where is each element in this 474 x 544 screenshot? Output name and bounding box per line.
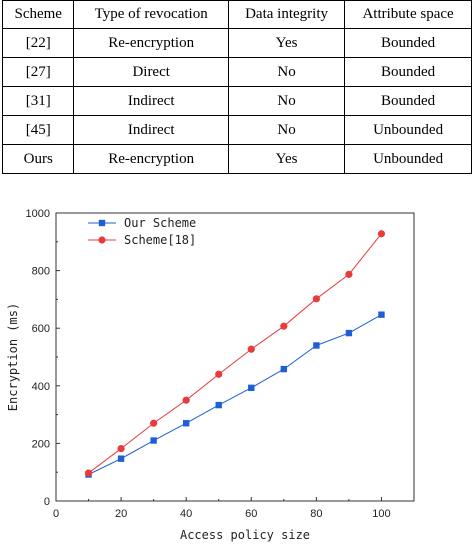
data-point xyxy=(247,345,255,353)
legend-marker xyxy=(98,219,106,227)
table-cell: No xyxy=(227,115,346,145)
data-point xyxy=(215,370,223,378)
legend-label: Scheme[18] xyxy=(124,233,196,247)
table-header-row: Scheme Type of revocation Data integrity… xyxy=(1,0,472,29)
series-line xyxy=(88,314,382,475)
y-tick-label: 0 xyxy=(44,496,50,508)
data-point xyxy=(84,469,93,477)
data-point xyxy=(377,230,386,238)
x-tick-label: 0 xyxy=(53,508,59,520)
data-point xyxy=(312,295,320,303)
table-cell: [27] xyxy=(1,57,75,87)
table-cell: Unbounded xyxy=(344,115,472,145)
legend-label: Our Scheme xyxy=(124,216,196,230)
data-point xyxy=(345,329,353,337)
table-row: [22] Re-encryption Yes Bounded xyxy=(1,28,472,58)
plot-frame xyxy=(55,212,415,502)
x-tick-label: 80 xyxy=(310,508,322,520)
data-point xyxy=(280,322,288,330)
series-line xyxy=(88,233,382,474)
table-cell: No xyxy=(227,86,346,116)
chart-series xyxy=(84,230,386,478)
table-cell: Yes xyxy=(227,144,346,174)
data-point xyxy=(345,270,353,278)
y-tick-label: 200 xyxy=(32,438,50,450)
column-header: Type of revocation xyxy=(73,0,229,29)
data-point xyxy=(117,444,125,453)
table-cell: Ours xyxy=(1,144,75,174)
chart-legend: Our Scheme Scheme[18] xyxy=(88,216,196,247)
column-header: Scheme xyxy=(1,0,75,29)
data-point xyxy=(378,311,385,318)
data-point xyxy=(248,384,255,392)
table-cell: [45] xyxy=(1,115,75,145)
data-point xyxy=(117,455,125,462)
y-tick-label: 400 xyxy=(32,381,50,393)
data-point xyxy=(215,401,222,409)
table-cell: Bounded xyxy=(344,28,472,58)
comparison-table: Scheme Type of revocation Data integrity… xyxy=(1,0,472,174)
data-point xyxy=(150,437,157,444)
legend-marker xyxy=(98,236,106,244)
y-tick-label: 600 xyxy=(32,323,50,335)
y-tick-label: 800 xyxy=(32,266,50,278)
data-point xyxy=(313,342,320,349)
table-cell: Re-encryption xyxy=(73,144,229,174)
table-cell: No xyxy=(227,57,346,87)
table-row: [31] Indirect No Bounded xyxy=(1,86,472,116)
data-point xyxy=(182,420,190,427)
table-cell: [22] xyxy=(1,28,75,58)
table-cell: Re-encryption xyxy=(73,28,229,58)
x-tick-label: 20 xyxy=(115,508,127,520)
x-tick-label: 100 xyxy=(372,508,390,520)
table-cell: Direct xyxy=(73,57,229,87)
y-axis-title: Encryption (ms) xyxy=(6,303,20,411)
table-row: Ours Re-encryption Yes Unbounded xyxy=(1,144,472,174)
data-point xyxy=(182,396,190,404)
data-point xyxy=(280,365,288,373)
column-header: Attribute space xyxy=(344,0,472,29)
y-tick-label: 1000 xyxy=(26,208,50,220)
data-point xyxy=(150,419,158,427)
table-cell: Bounded xyxy=(344,86,472,116)
x-tick-label: 40 xyxy=(180,508,192,520)
table-cell: [31] xyxy=(1,86,75,116)
table-cell: Bounded xyxy=(344,57,472,87)
x-axis-title: Access policy size xyxy=(180,528,310,542)
table-cell: Unbounded xyxy=(344,144,472,174)
table-cell: Indirect xyxy=(73,86,229,116)
table-row: [27] Direct No Bounded xyxy=(1,57,472,87)
table-row: [45] Indirect No Unbounded xyxy=(1,115,472,145)
table-cell: Yes xyxy=(227,28,346,58)
column-header: Data integrity xyxy=(227,0,346,29)
x-tick-label: 60 xyxy=(245,508,257,520)
table-cell: Indirect xyxy=(73,115,229,145)
